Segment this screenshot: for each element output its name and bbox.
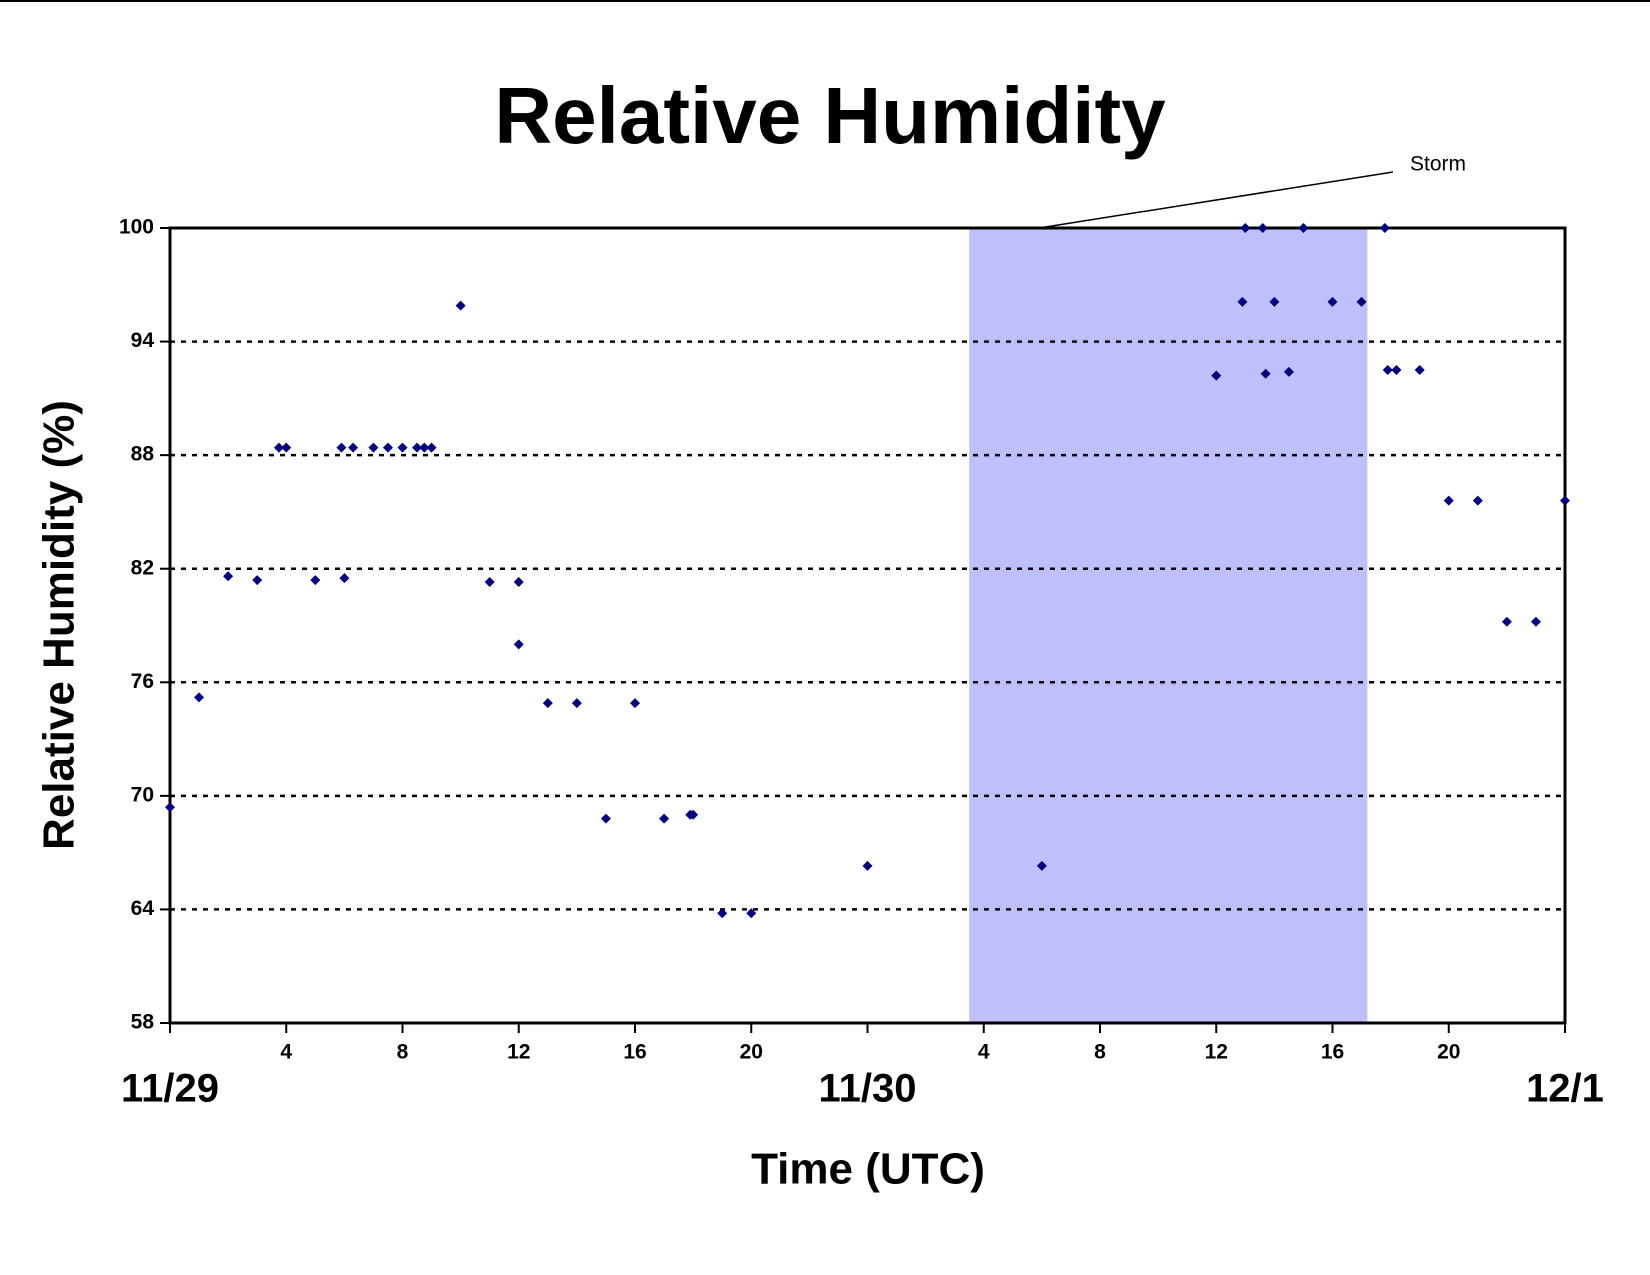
y-tick-label: 70: [131, 783, 154, 806]
point: [165, 802, 175, 813]
point: [419, 442, 430, 453]
point: [484, 576, 495, 587]
point: [1036, 860, 1047, 871]
annotation: Storm: [1410, 153, 1466, 176]
point: [1240, 223, 1251, 233]
date-label: 11/30: [819, 1067, 917, 1111]
point: [348, 442, 359, 453]
x-tick-label: 20: [740, 1041, 763, 1064]
x-tick-label: 4: [978, 1041, 990, 1064]
y-tick-label: 88: [131, 443, 155, 466]
point: [688, 809, 699, 820]
x-tick-label: 16: [623, 1041, 646, 1064]
point: [382, 442, 393, 453]
point: [1356, 296, 1367, 307]
point: [1414, 364, 1425, 375]
point: [339, 573, 350, 584]
point: [1501, 616, 1512, 627]
x-tick-label: 8: [1094, 1041, 1106, 1064]
x-axis-label: Time (UTC): [751, 1145, 985, 1194]
point: [1379, 223, 1390, 233]
point: [281, 442, 292, 453]
x-tick-label: 4: [280, 1041, 292, 1064]
point: [273, 442, 284, 453]
point: [412, 442, 423, 453]
annotation-pointer: [1039, 171, 1394, 229]
point: [1327, 296, 1338, 307]
y-tick-label: 76: [131, 670, 154, 693]
point: [513, 639, 524, 650]
point: [368, 442, 379, 453]
point: [1211, 370, 1222, 381]
y-tick-label: 58: [131, 1011, 155, 1034]
point: [1560, 495, 1570, 506]
point: [336, 442, 347, 453]
point: [1443, 495, 1454, 506]
point: [542, 698, 553, 709]
chart-title: Relative Humidity: [494, 71, 1166, 160]
y-tick-label: 82: [131, 556, 154, 579]
point: [194, 692, 205, 703]
point: [1260, 368, 1271, 379]
point: [1257, 223, 1268, 233]
y-tick-label: 100: [119, 216, 154, 239]
point: [397, 442, 408, 453]
x-tick-label: 16: [1321, 1041, 1344, 1064]
x-tick-label: 12: [507, 1041, 530, 1064]
x-tick-label: 12: [1205, 1041, 1228, 1064]
point: [630, 698, 640, 709]
point: [310, 575, 321, 586]
point: [513, 576, 524, 587]
x-tick-label: 8: [397, 1041, 409, 1064]
point: [223, 571, 234, 582]
x-tick-label: 20: [1437, 1041, 1460, 1064]
point: [455, 300, 466, 311]
point: [600, 813, 611, 824]
plot-frame: [168, 226, 1567, 1025]
storm-region: [969, 228, 1368, 1023]
point: [1530, 616, 1541, 627]
point: [1283, 366, 1294, 377]
point: [426, 442, 437, 453]
point: [252, 575, 263, 586]
point: [1382, 364, 1393, 375]
point: [717, 908, 728, 919]
point: [659, 813, 670, 824]
point: [1237, 296, 1248, 307]
y-tick-label: 94: [131, 329, 155, 352]
point: [1472, 495, 1483, 506]
point: [1391, 364, 1402, 375]
point: [1298, 223, 1309, 233]
y-tick-label: 64: [131, 897, 155, 920]
date-label: 11/29: [121, 1067, 219, 1111]
point: [1269, 296, 1280, 307]
point: [571, 698, 582, 709]
y-axis-label: Relative Humidity (%): [35, 400, 84, 850]
point: [746, 908, 757, 919]
date-label: 12/1: [1526, 1067, 1604, 1111]
point: [862, 860, 873, 871]
